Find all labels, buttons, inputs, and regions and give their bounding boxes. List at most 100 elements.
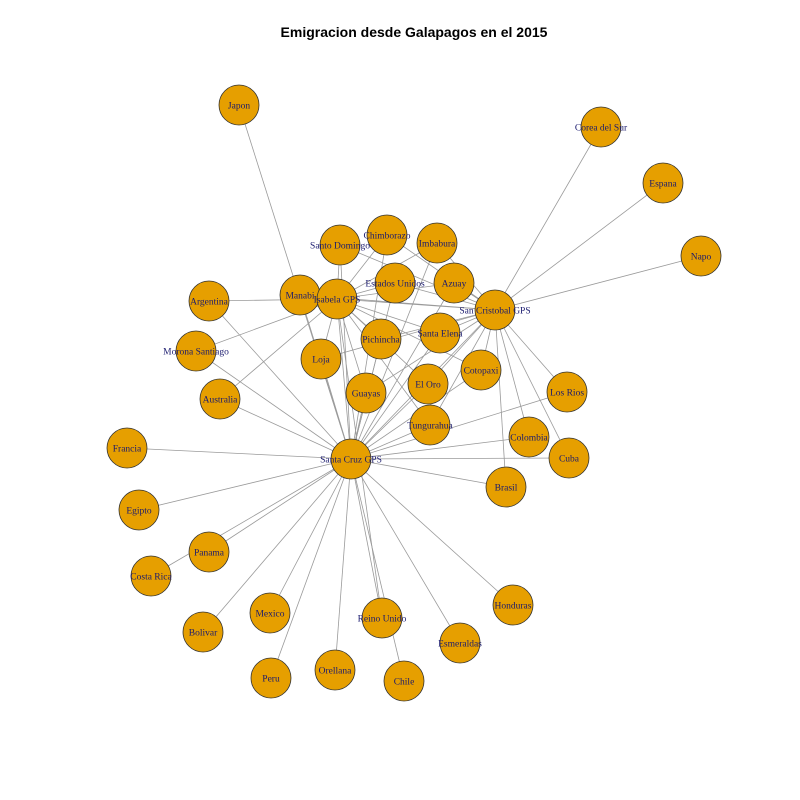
node-circle-imbabura [416, 222, 458, 264]
node-circle-honduras [492, 584, 534, 626]
node-circle-pichincha [360, 318, 402, 360]
edge-santa-cruz-costa-rica [150, 458, 352, 577]
edge-san-cristobal-santo-domingo [339, 244, 496, 311]
node-circle-mexico [249, 592, 291, 634]
node-label-tungurahua: Tungurahua [407, 422, 453, 432]
node-circle-napo [680, 235, 722, 277]
node-label-reino-unido: Reino Unido [358, 615, 407, 625]
node-circle-australia [199, 378, 241, 420]
node-circle-costa-rica [130, 555, 172, 597]
node-orellana: Orellana [314, 649, 356, 691]
node-imbabura: Imbabura [416, 222, 458, 264]
node-label-bolivar: Bolivar [189, 629, 218, 639]
edge-santa-cruz-bolivar [202, 458, 352, 633]
edge-santa-cruz-australia [219, 398, 352, 460]
node-label-loja: Loja [312, 356, 330, 366]
node-circle-brasil [485, 466, 527, 508]
node-circle-esmeraldas [439, 622, 481, 664]
node-circle-argentina [188, 280, 230, 322]
edge-san-cristobal-guayas [365, 309, 496, 394]
node-circle-guayas [345, 372, 387, 414]
edge-san-cristobal-brasil [494, 309, 507, 488]
node-circle-estados-unidos [374, 262, 416, 304]
node-label-argentina: Argentina [190, 298, 229, 308]
edge-santa-cruz-mexico [269, 458, 352, 614]
node-circle-colombia [508, 416, 550, 458]
node-esmeraldas: Esmeraldas [438, 622, 482, 664]
node-peru: Peru [250, 657, 292, 699]
node-label-el-oro: El Oro [415, 381, 441, 391]
edge-santa-cruz-orellana [334, 458, 352, 671]
node-circle-cotopaxi [460, 349, 502, 391]
node-label-napo: Napo [691, 253, 712, 263]
edge-san-cristobal-colombia [494, 309, 530, 438]
node-los-rios: Los Rios [546, 371, 588, 413]
edge-isabela-cotopaxi [336, 298, 482, 371]
node-layer: Japon Corea del Sur Espana Napo Chimborazo Im… [106, 84, 722, 702]
node-circle-los-rios [546, 371, 588, 413]
node-loja: Loja [300, 338, 342, 380]
node-san-cristobal: San Cristobal GPS [459, 289, 531, 331]
node-label-egipto: Egipto [126, 507, 152, 517]
node-brasil: Brasil [485, 466, 527, 508]
node-label-francia: Francia [113, 445, 142, 455]
edge-santa-cruz-esmeraldas [350, 458, 461, 644]
node-label-santa-cruz: Santa Cruz GPS [320, 456, 382, 466]
node-honduras: Honduras [492, 584, 534, 626]
node-pichincha: Pichincha [360, 318, 402, 360]
node-label-isabela: Isabela GPS [314, 296, 361, 306]
node-label-colombia: Colombia [510, 434, 548, 444]
edge-santa-cruz-reino-unido [350, 458, 383, 619]
node-label-brasil: Brasil [495, 484, 518, 494]
node-label-morona: Morona Santiago [163, 348, 229, 358]
node-label-corea: Corea del Sur [575, 124, 628, 134]
node-circle-peru [250, 657, 292, 699]
edge-isabela-australia [219, 298, 338, 400]
node-circle-orellana [314, 649, 356, 691]
node-argentina: Argentina [188, 280, 230, 322]
node-circle-azuay [433, 262, 475, 304]
edge-santa-cruz-brasil [350, 458, 507, 488]
node-label-australia: Australia [203, 396, 239, 406]
node-francia: Francia [106, 427, 148, 469]
edge-santa-cruz-azuay [350, 282, 455, 460]
node-isabela: Isabela GPS [314, 278, 361, 320]
node-cuba: Cuba [548, 437, 590, 479]
edge-santa-cruz-argentina [208, 300, 352, 460]
node-circle-loja [300, 338, 342, 380]
node-label-espana: Espana [649, 180, 677, 190]
node-circle-chile [383, 660, 425, 702]
node-label-panama: Panama [194, 549, 225, 559]
edge-santa-cruz-colombia [350, 436, 530, 460]
node-label-japon: Japon [228, 102, 250, 112]
node-label-los-rios: Los Rios [550, 389, 584, 399]
edge-santa-cruz-peru [270, 458, 352, 679]
node-egipto: Egipto [118, 489, 160, 531]
node-label-san-cristobal: San Cristobal GPS [459, 307, 530, 317]
node-circle-egipto [118, 489, 160, 531]
node-circle-cuba [548, 437, 590, 479]
node-circle-japon [218, 84, 260, 126]
node-corea: Corea del Sur [575, 106, 628, 148]
node-label-cuba: Cuba [559, 455, 580, 465]
edge-san-cristobal-corea [494, 126, 602, 311]
node-label-imbabura: Imbabura [419, 240, 456, 250]
node-circle-santo-domingo [319, 224, 361, 266]
node-morona: Morona Santiago [163, 330, 229, 372]
node-circle-reino-unido [361, 597, 403, 639]
node-label-orellana: Orellana [319, 667, 352, 677]
node-reino-unido: Reino Unido [358, 597, 407, 639]
node-circle-corea [580, 106, 622, 148]
node-circle-tungurahua [409, 404, 451, 446]
node-label-azuay: Azuay [442, 280, 467, 290]
node-circle-chimborazo [366, 214, 408, 256]
node-santa-cruz: Santa Cruz GPS [320, 438, 382, 480]
node-santo-domingo: Santo Domingo [310, 224, 370, 266]
node-cotopaxi: Cotopaxi [460, 349, 502, 391]
edge-san-cristobal-napo [494, 255, 702, 311]
node-circle-francia [106, 427, 148, 469]
node-japon: Japon [218, 84, 260, 126]
node-label-manabi: Manabi [285, 292, 314, 302]
node-circle-el-oro [407, 363, 449, 405]
